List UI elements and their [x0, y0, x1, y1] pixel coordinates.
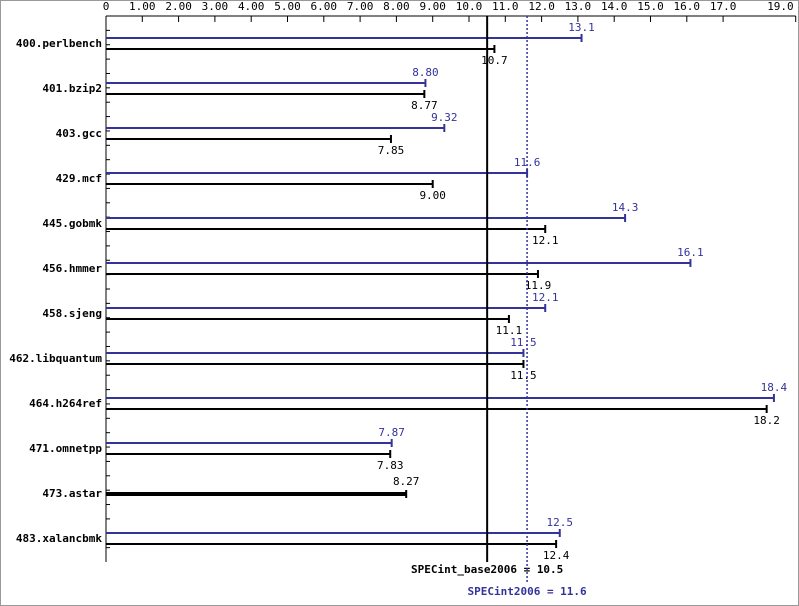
x-tick-label: 1.00: [129, 0, 156, 13]
category-label: 462.libquantum: [9, 352, 102, 365]
category-label: 403.gcc: [56, 127, 102, 140]
x-tick-label: 10.0: [456, 0, 483, 13]
x-tick-label: 8.00: [383, 0, 410, 13]
value-label: 8.27: [393, 475, 420, 488]
value-label: 11.6: [514, 156, 541, 169]
value-label: 11.5: [510, 336, 537, 349]
value-label: 8.77: [411, 99, 438, 112]
x-tick-label: 7.00: [347, 0, 374, 13]
value-label: 11.1: [496, 324, 523, 337]
x-tick-label: 4.00: [238, 0, 265, 13]
x-tick-label: 2.00: [165, 0, 192, 13]
x-tick-label: 9.00: [419, 0, 446, 13]
reference-label: SPECint2006 = 11.6: [467, 585, 587, 598]
value-label: 12.1: [532, 234, 559, 247]
value-label: 9.32: [431, 111, 458, 124]
x-tick-label: 14.0: [601, 0, 628, 13]
category-label: 464.h264ref: [29, 397, 102, 410]
value-label: 12.1: [532, 291, 559, 304]
value-label: 14.3: [612, 201, 639, 214]
category-label: 471.omnetpp: [29, 442, 102, 455]
value-label: 11.9: [525, 279, 552, 292]
x-tick-label: 0: [103, 0, 110, 13]
value-label: 10.7: [481, 54, 508, 67]
value-label: 18.2: [753, 414, 780, 427]
value-label: 12.5: [547, 516, 574, 529]
category-label: 473.astar: [42, 487, 102, 500]
value-label: 11.5: [510, 369, 537, 382]
value-label: 7.87: [378, 426, 405, 439]
category-label: 483.xalancbmk: [16, 532, 102, 545]
value-label: 9.00: [419, 189, 446, 202]
x-tick-label: 6.00: [311, 0, 338, 13]
value-label: 16.1: [677, 246, 704, 259]
value-label: 7.85: [378, 144, 405, 157]
x-tick-label: 16.0: [674, 0, 701, 13]
value-label: 8.80: [412, 66, 439, 79]
value-label: 13.1: [568, 21, 595, 34]
reference-label: SPECint_base2006 = 10.5: [411, 563, 563, 576]
x-tick-label: 3.00: [202, 0, 229, 13]
x-tick-label: 5.00: [274, 0, 301, 13]
x-tick-label: 15.0: [637, 0, 664, 13]
category-label: 458.sjeng: [42, 307, 102, 320]
value-label: 7.83: [377, 459, 404, 472]
x-tick-label: 11.0: [492, 0, 519, 13]
x-tick-label: 19.0: [767, 0, 794, 13]
category-label: 429.mcf: [56, 172, 102, 185]
value-label: 18.4: [761, 381, 788, 394]
x-tick-label: 13.0: [565, 0, 592, 13]
value-label: 12.4: [543, 549, 570, 562]
category-label: 456.hmmer: [42, 262, 102, 275]
category-label: 400.perlbench: [16, 37, 102, 50]
category-label: 445.gobmk: [42, 217, 102, 230]
x-tick-label: 12.0: [528, 0, 555, 13]
x-tick-label: 17.0: [710, 0, 737, 13]
category-label: 401.bzip2: [42, 82, 102, 95]
